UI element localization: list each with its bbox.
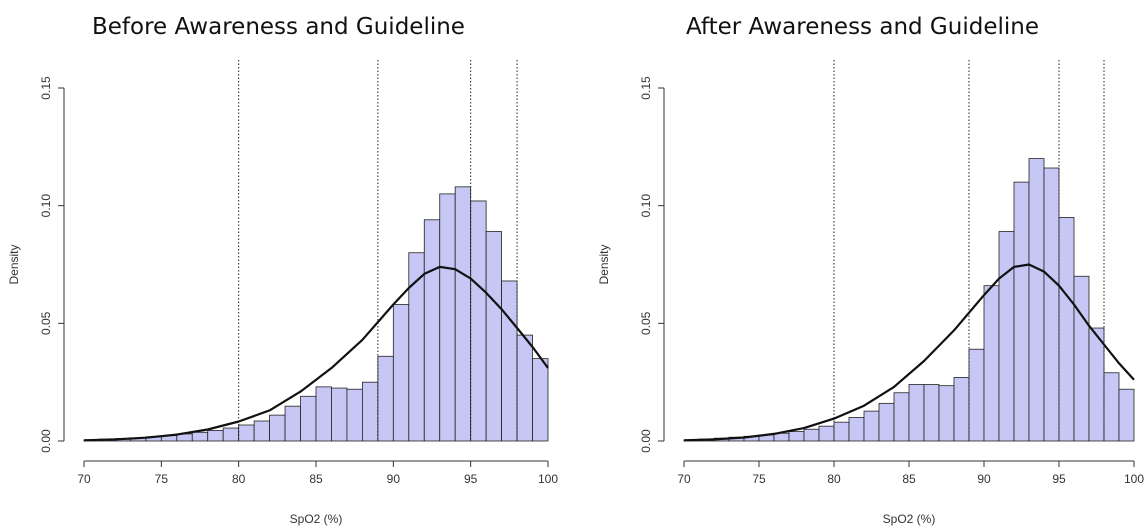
histogram-bar <box>346 388 363 442</box>
histogram-bar <box>1103 372 1120 442</box>
x-tick-label: 85 <box>309 472 323 486</box>
x-tick-label: 70 <box>77 472 91 486</box>
x-axis-label: SpO2 (%) <box>883 512 936 526</box>
histogram-bar <box>315 386 332 442</box>
x-tick-label: 95 <box>1052 472 1066 486</box>
histogram-bar <box>1028 158 1045 442</box>
histogram-bar <box>377 355 394 442</box>
histogram-bar <box>532 358 549 442</box>
x-tick-label: 75 <box>752 472 766 486</box>
y-tick-label: 0.00 <box>639 429 653 453</box>
x-tick-label: 80 <box>827 472 841 486</box>
x-tick-label: 100 <box>538 472 558 486</box>
histogram-bar <box>968 348 985 442</box>
y-axis-label: Density <box>597 244 611 284</box>
histogram-bar <box>923 384 940 442</box>
histogram-bar <box>501 280 518 442</box>
histogram-bar <box>269 414 286 442</box>
histogram-bar <box>439 193 456 442</box>
histogram-bar <box>454 186 472 442</box>
histogram-bar <box>803 428 820 442</box>
histogram-bar <box>983 285 1000 442</box>
y-tick-label: 0.00 <box>39 429 53 453</box>
x-tick-label: 100 <box>1124 472 1144 486</box>
histogram-bar <box>207 430 224 442</box>
density-curve <box>683 263 1135 442</box>
histogram-bar <box>788 431 805 442</box>
histogram-bar <box>423 219 441 442</box>
histogram-bar <box>238 424 255 442</box>
histogram-bar <box>300 395 317 442</box>
histogram-bar <box>908 384 925 442</box>
histogram-bar <box>1043 167 1060 442</box>
histogram-bar <box>893 392 910 442</box>
histogram-bar <box>191 431 209 442</box>
x-tick-label: 80 <box>232 472 246 486</box>
histogram-bar <box>284 405 301 442</box>
x-tick-label: 90 <box>387 472 401 486</box>
y-tick-label: 0.15 <box>39 76 53 100</box>
y-axis-label: Density <box>7 244 21 284</box>
y-tick-label: 0.10 <box>639 194 653 218</box>
x-tick-label: 70 <box>677 472 691 486</box>
chart-title-after: After Awareness and Guideline <box>686 14 1039 40</box>
histogram-bar <box>818 425 835 442</box>
histogram-bar <box>863 410 880 442</box>
histogram-bar <box>848 417 865 442</box>
histogram-bar <box>953 377 970 442</box>
histogram-bar <box>1118 388 1135 442</box>
histogram-bar <box>392 304 410 442</box>
y-tick-label: 0.05 <box>39 311 53 335</box>
histogram-bar <box>938 385 955 442</box>
histogram-bar <box>222 427 240 442</box>
histogram-bar <box>1058 217 1075 442</box>
histogram-bar <box>470 200 487 442</box>
histogram-bar <box>833 421 850 442</box>
histogram-bar <box>361 381 379 442</box>
x-axis-label: SpO2 (%) <box>290 512 343 526</box>
y-tick-label: 0.05 <box>639 311 653 335</box>
histogram-bar <box>485 231 502 442</box>
x-tick-label: 75 <box>155 472 169 486</box>
x-tick-label: 90 <box>977 472 991 486</box>
histogram-bar <box>998 231 1015 442</box>
x-tick-label: 85 <box>902 472 916 486</box>
histogram-bar <box>1073 275 1090 442</box>
histogram-bar <box>331 387 348 442</box>
density-curve <box>83 265 549 442</box>
x-tick-label: 95 <box>464 472 478 486</box>
histogram-bar <box>253 420 270 442</box>
y-tick-label: 0.10 <box>39 194 53 218</box>
chart-title-before: Before Awareness and Guideline <box>92 14 465 40</box>
histogram-bar <box>1088 327 1105 442</box>
histogram-bar <box>516 334 533 442</box>
histogram-bar <box>1013 181 1030 442</box>
y-tick-label: 0.15 <box>639 76 653 100</box>
histogram-bar <box>878 402 895 442</box>
